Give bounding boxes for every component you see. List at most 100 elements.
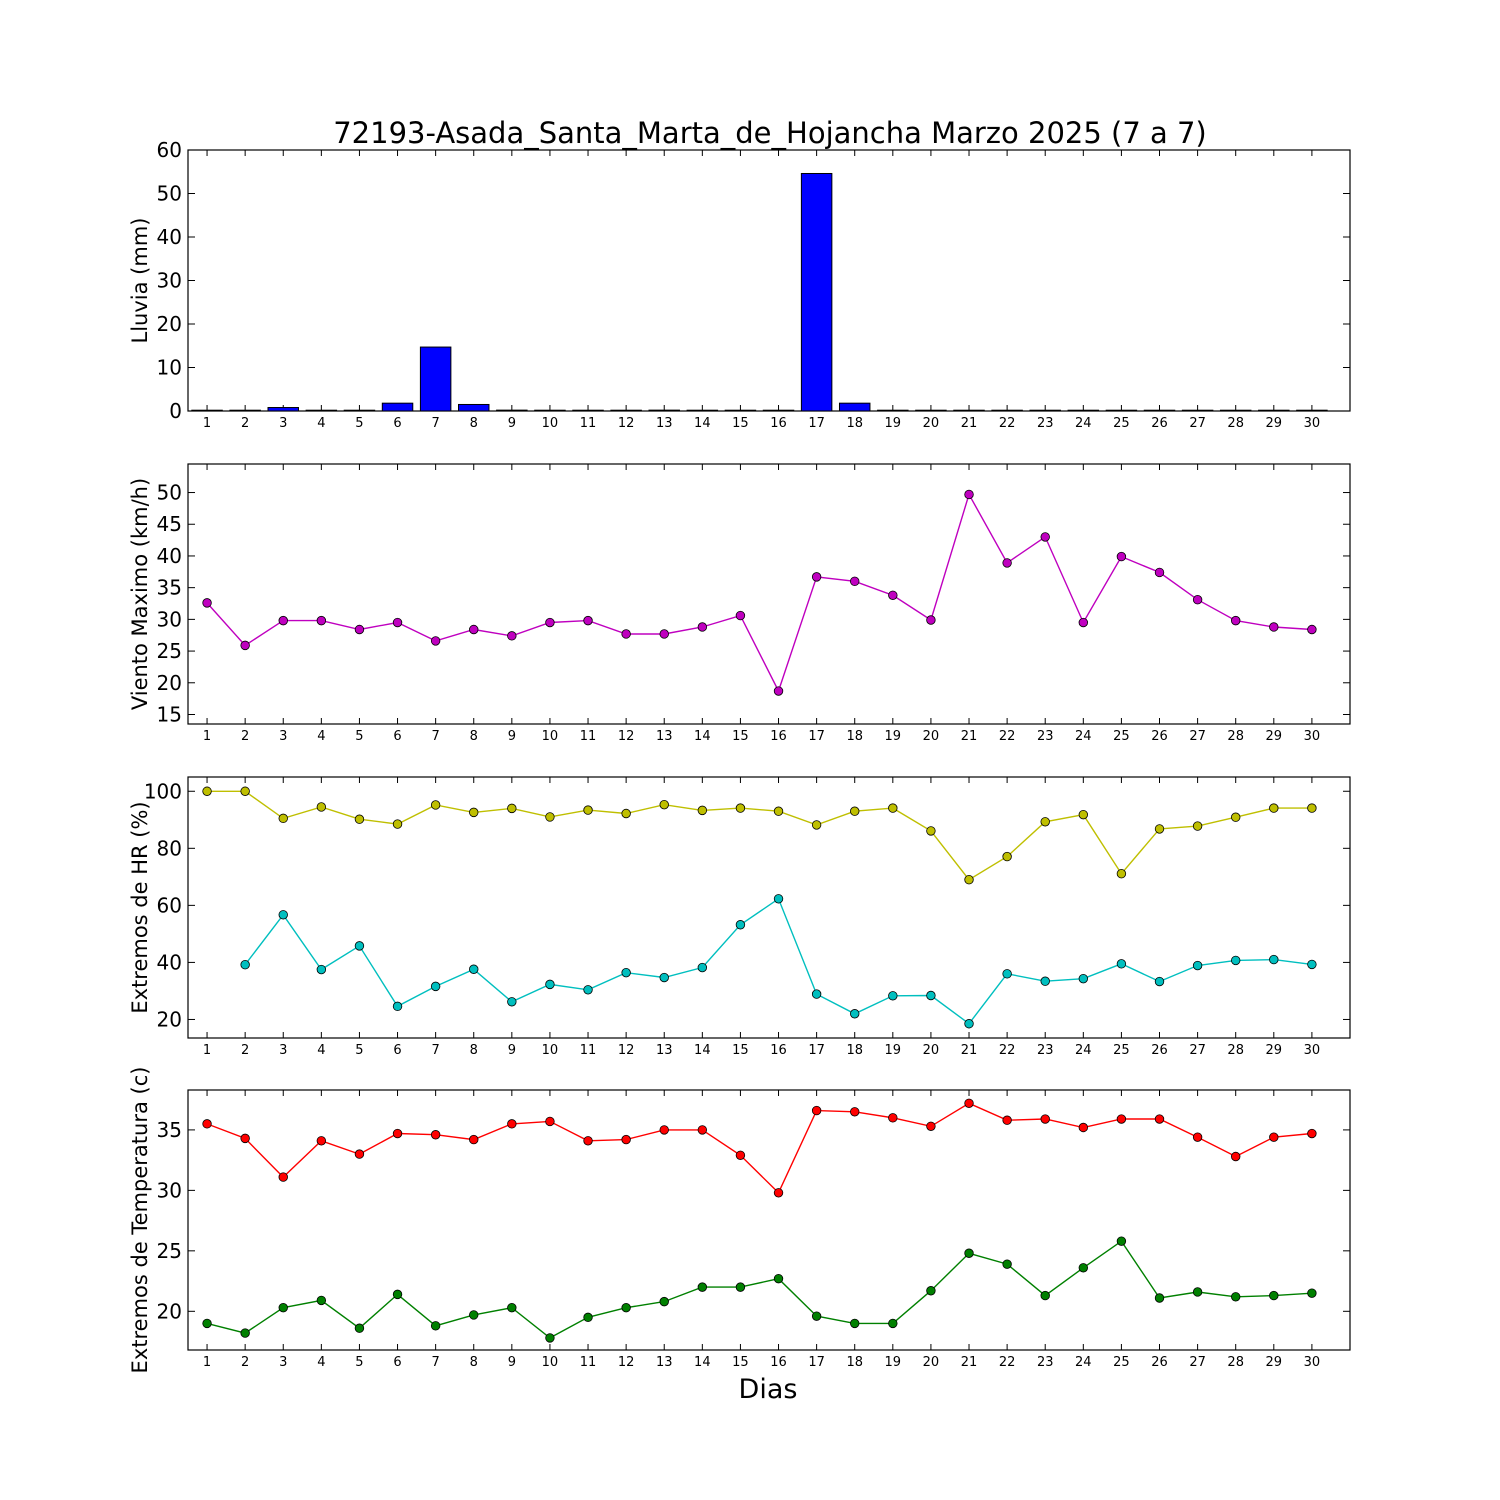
- temperature-xtick-label: 26: [1151, 1355, 1168, 1370]
- rain-bar: [991, 409, 1023, 412]
- temperature-series-0-point: [545, 1116, 555, 1127]
- humidity-series-0-point: [1154, 824, 1165, 834]
- wind-series-0-point: [1078, 617, 1089, 628]
- temperature-series-1-point: [964, 1248, 974, 1258]
- rain-bar: [762, 409, 795, 412]
- humidity-series-0-point: [621, 808, 631, 819]
- temperature-series-0-point: [583, 1136, 593, 1146]
- temperature-xtick-label: 22: [999, 1355, 1016, 1370]
- humidity-xtick-label: 15: [732, 1043, 749, 1058]
- wind-series-0-point: [735, 610, 746, 621]
- rain-xtick-label: 16: [770, 416, 787, 431]
- temperature-series-0-point: [1002, 1115, 1012, 1125]
- wind-series-0-point: [240, 640, 250, 651]
- wind-xtick-label: 17: [808, 729, 825, 744]
- figure-title: 72193-Asada_Santa_Marta_de_Hojancha Marz…: [333, 116, 1207, 150]
- humidity-series-0-point: [1002, 851, 1012, 862]
- wind-series-0-point: [850, 576, 860, 587]
- wind-ytick-label: 50: [157, 481, 182, 505]
- temperature-series-1-line: [206, 1240, 1312, 1339]
- humidity-ytick-label: 60: [157, 893, 182, 917]
- humidity-series-0-point: [811, 820, 822, 830]
- rain-xtick-label: 26: [1151, 416, 1168, 431]
- rain-xtick-label: 30: [1304, 416, 1321, 431]
- humidity-series-0-point: [392, 819, 403, 829]
- humidity-xtick-label: 25: [1113, 1043, 1130, 1058]
- humidity-series-1-point: [697, 962, 708, 973]
- humidity-series-0-point: [1078, 809, 1089, 820]
- rain-bar: [1105, 409, 1138, 412]
- temperature-series-0-point: [278, 1172, 288, 1182]
- humidity-xtick-label: 7: [431, 1043, 439, 1058]
- temperature-xtick-label: 15: [732, 1355, 749, 1370]
- wind-ytick-label: 20: [157, 671, 182, 695]
- wind-xtick-label: 9: [508, 729, 516, 744]
- wind-xtick-label: 27: [1189, 729, 1206, 744]
- humidity-xtick-label: 12: [618, 1043, 635, 1058]
- humidity-series-1-point: [1154, 976, 1165, 987]
- wind-xtick-label: 3: [279, 729, 287, 744]
- rain-y-axis-label: Lluvia (mm): [128, 218, 152, 344]
- temperature-series-0-point: [850, 1107, 860, 1117]
- temperature-xtick-label: 6: [393, 1355, 401, 1370]
- temperature-xtick-label: 16: [770, 1355, 787, 1370]
- temperature-xtick-label: 28: [1227, 1355, 1244, 1370]
- temperature-series-1-point: [850, 1318, 860, 1329]
- wind-series-0-point: [1040, 532, 1050, 542]
- humidity-series-1-point: [1040, 976, 1050, 986]
- rain-bar: [496, 409, 528, 412]
- temperature-series-0-line: [206, 1102, 1312, 1194]
- humidity-series-0-line: [207, 790, 1312, 881]
- humidity-xtick-label: 5: [355, 1043, 363, 1058]
- humidity-xtick-label: 8: [470, 1043, 478, 1058]
- humidity-xtick-label: 27: [1189, 1043, 1206, 1058]
- humidity-series-0-point: [1116, 868, 1127, 879]
- wind-xtick-label: 12: [618, 729, 635, 744]
- rain-bar: [457, 403, 490, 412]
- rain-xtick-label: 8: [470, 416, 478, 431]
- humidity-xtick-label: 18: [846, 1043, 863, 1058]
- rain-bar: [724, 409, 757, 412]
- wind-xtick-label: 28: [1227, 729, 1244, 744]
- wind-xtick-label: 30: [1304, 729, 1321, 744]
- rain-xtick-label: 23: [1037, 416, 1054, 431]
- temperature-series-1-point: [621, 1302, 631, 1313]
- rain-bar: [267, 407, 299, 412]
- wind-xtick-label: 8: [470, 729, 478, 744]
- temperature-series-0-point: [354, 1149, 365, 1159]
- wind-xtick-label: 2: [241, 729, 249, 744]
- temperature-series-1-point: [926, 1286, 936, 1296]
- temperature-xtick-label: 10: [542, 1355, 559, 1370]
- temperature-xtick-label: 21: [961, 1355, 978, 1370]
- wind-series-0-point: [392, 617, 403, 628]
- wind-series-0-line: [206, 492, 1312, 693]
- temperature-xtick-label: 2: [241, 1355, 249, 1370]
- wind-series-0-point: [964, 489, 974, 500]
- temperature-xtick-label: 23: [1037, 1355, 1054, 1370]
- temperature-xtick-label: 27: [1189, 1355, 1206, 1370]
- humidity-series-0-point: [240, 786, 250, 796]
- wind-series-0-point: [1269, 622, 1279, 632]
- wind-ytick-label: 30: [157, 607, 182, 631]
- humidity-series-0-point: [1040, 817, 1050, 827]
- temperature-series-1-point: [1078, 1263, 1089, 1273]
- wind-xtick-label: 22: [999, 729, 1016, 744]
- humidity-xtick-label: 13: [656, 1043, 673, 1058]
- wind-ytick-label: 45: [157, 512, 182, 536]
- wind-xtick-label: 23: [1037, 729, 1054, 744]
- humidity-series-1-point: [1307, 959, 1317, 970]
- temperature-series-0-point: [735, 1150, 746, 1161]
- wind-series-0-point: [697, 622, 708, 632]
- wind-series-0-point: [202, 598, 212, 608]
- humidity-series-1-point: [354, 941, 365, 951]
- rain-bar: [1219, 409, 1252, 412]
- humidity-ytick-label: 40: [157, 950, 182, 974]
- temperature-series-0-point: [621, 1134, 631, 1145]
- temperature-series-0-point: [1116, 1114, 1127, 1124]
- humidity-xtick-label: 21: [961, 1043, 978, 1058]
- temperature-series-1-point: [1307, 1288, 1317, 1298]
- rain-xtick-label: 12: [618, 416, 635, 431]
- rain-xtick-label: 18: [846, 416, 863, 431]
